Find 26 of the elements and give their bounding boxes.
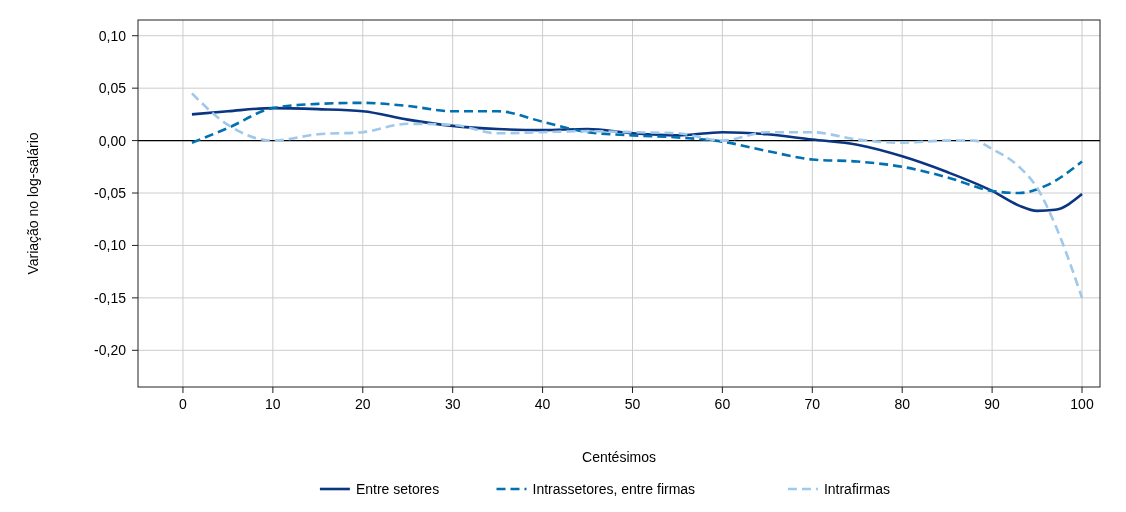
x-tick-label: 20 — [354, 396, 371, 412]
legend-label: Intrafirmas — [823, 481, 891, 497]
x-axis-title: Centésimos — [582, 449, 656, 465]
line-series — [190, 106, 1084, 213]
x-tick-label: 80 — [894, 396, 911, 412]
y-tick-label: 0,05 — [98, 80, 127, 97]
y-tick-label: -0,15 — [94, 289, 127, 306]
x-tick-label: 40 — [534, 396, 551, 412]
y-tick-label: 0,00 — [98, 132, 127, 149]
y-tick-label: -0,05 — [94, 185, 127, 202]
legend-label: Intrassetores, entre firmas — [532, 481, 696, 497]
x-tick-label: 50 — [624, 396, 641, 412]
y-tick-label: 0,10 — [98, 27, 127, 44]
legend-label: Entre setores — [355, 481, 440, 497]
y-axis-title: Variação no log-salário — [25, 132, 41, 275]
y-tick-label: -0,10 — [94, 237, 127, 254]
x-tick-label: 90 — [984, 396, 1001, 412]
line-series — [190, 92, 1084, 300]
x-tick-label: 10 — [265, 396, 281, 412]
line-series — [190, 101, 1084, 195]
x-tick-label: 70 — [804, 396, 821, 412]
x-tick-label: 30 — [444, 396, 461, 412]
x-tick-label: 0 — [179, 396, 188, 412]
x-tick-label: 100 — [1070, 396, 1094, 412]
x-tick-label: 60 — [714, 396, 731, 412]
y-tick-label: -0,20 — [94, 342, 127, 359]
